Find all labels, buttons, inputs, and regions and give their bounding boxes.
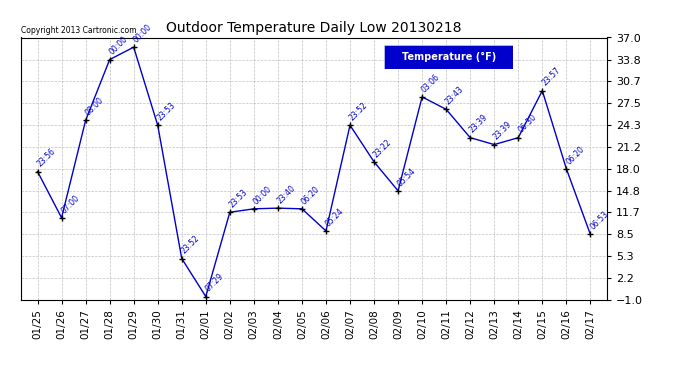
- Text: 23:56: 23:56: [35, 147, 57, 169]
- Text: 00:00: 00:00: [132, 22, 153, 44]
- Text: 23:52: 23:52: [179, 234, 201, 256]
- Title: Outdoor Temperature Daily Low 20130218: Outdoor Temperature Daily Low 20130218: [166, 21, 462, 35]
- Text: 23:39: 23:39: [468, 113, 490, 135]
- Text: 23:52: 23:52: [348, 101, 370, 123]
- Text: 07:29: 07:29: [204, 272, 226, 294]
- Text: 23:53: 23:53: [228, 188, 250, 210]
- Text: 08:00: 08:00: [83, 96, 106, 118]
- Text: 00:00: 00:00: [108, 35, 129, 57]
- Text: 06:30: 06:30: [516, 113, 538, 135]
- Text: 05:54: 05:54: [396, 166, 418, 188]
- Text: 23:53: 23:53: [155, 100, 177, 123]
- Text: 23:43: 23:43: [444, 85, 466, 106]
- Text: 03:06: 03:06: [420, 72, 442, 94]
- Text: 06:53: 06:53: [588, 210, 610, 232]
- Text: 23:57: 23:57: [540, 66, 562, 88]
- Text: 05:24: 05:24: [324, 206, 346, 228]
- Text: 23:40: 23:40: [276, 183, 297, 206]
- Text: 23:22: 23:22: [372, 137, 393, 159]
- Text: 06:20: 06:20: [564, 144, 586, 166]
- Text: 23:39: 23:39: [492, 120, 514, 142]
- Text: 07:00: 07:00: [59, 193, 81, 215]
- Text: 06:20: 06:20: [299, 184, 322, 206]
- Text: 00:00: 00:00: [252, 184, 273, 206]
- Text: Copyright 2013 Cartronic.com: Copyright 2013 Cartronic.com: [21, 26, 136, 35]
